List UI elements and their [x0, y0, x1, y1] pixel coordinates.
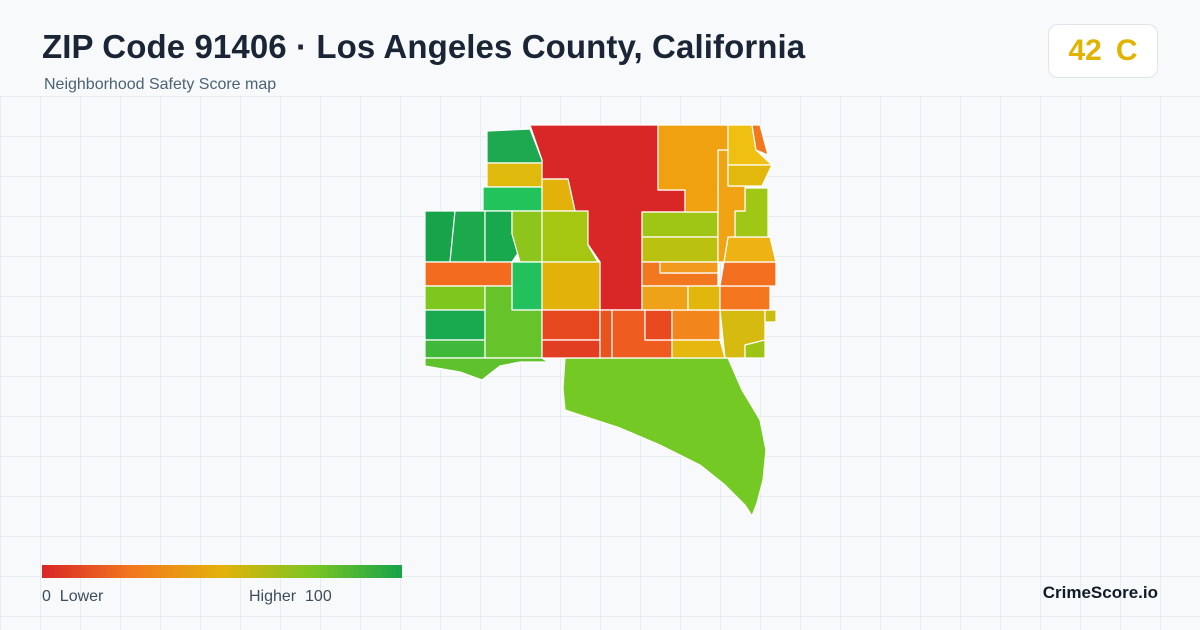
map-region[interactable]	[719, 261, 777, 287]
map-region[interactable]	[764, 309, 777, 323]
map-region[interactable]	[641, 236, 719, 263]
map-region[interactable]	[424, 261, 513, 287]
safety-score-grade: C	[1115, 34, 1138, 67]
map-region[interactable]	[562, 357, 767, 517]
map-region[interactable]	[659, 261, 719, 274]
map-region[interactable]	[449, 210, 486, 263]
map-region[interactable]	[671, 309, 721, 341]
map-region[interactable]	[541, 261, 601, 311]
legend-low-label: 0 Lower	[42, 588, 104, 605]
legend-color-scale	[42, 565, 402, 578]
map-region[interactable]	[641, 211, 719, 238]
page-title: ZIP Code 91406 · Los Angeles County, Cal…	[42, 28, 806, 65]
map-region[interactable]	[424, 309, 486, 341]
map-region[interactable]	[541, 339, 601, 359]
map-region[interactable]	[687, 285, 721, 311]
map-region[interactable]	[723, 236, 777, 263]
map-region[interactable]	[541, 309, 601, 341]
safety-score-badge: 42 C	[1048, 24, 1158, 78]
map-region[interactable]	[744, 339, 766, 359]
map-region[interactable]	[482, 186, 543, 212]
page-subtitle: Neighborhood Safety Score map	[44, 76, 277, 93]
map-region[interactable]	[751, 124, 769, 156]
map-region[interactable]	[486, 162, 543, 188]
map-region[interactable]	[727, 124, 773, 166]
map-region[interactable]	[644, 309, 673, 341]
map-region[interactable]	[424, 357, 549, 381]
map-region[interactable]	[424, 285, 486, 311]
map-region[interactable]	[671, 339, 726, 359]
map-region[interactable]	[541, 210, 599, 263]
map-region[interactable]	[641, 285, 689, 311]
map-region[interactable]	[719, 285, 771, 311]
legend-high-label: Higher 100	[249, 588, 332, 605]
map-region[interactable]	[599, 309, 613, 359]
map-region[interactable]	[486, 128, 543, 164]
safety-score-value: 42	[1068, 34, 1102, 67]
brand-logo-text[interactable]: CrimeScore.io	[1042, 583, 1158, 602]
map-region[interactable]	[424, 339, 486, 359]
map-region[interactable]	[511, 261, 543, 311]
map-region[interactable]	[727, 164, 773, 187]
